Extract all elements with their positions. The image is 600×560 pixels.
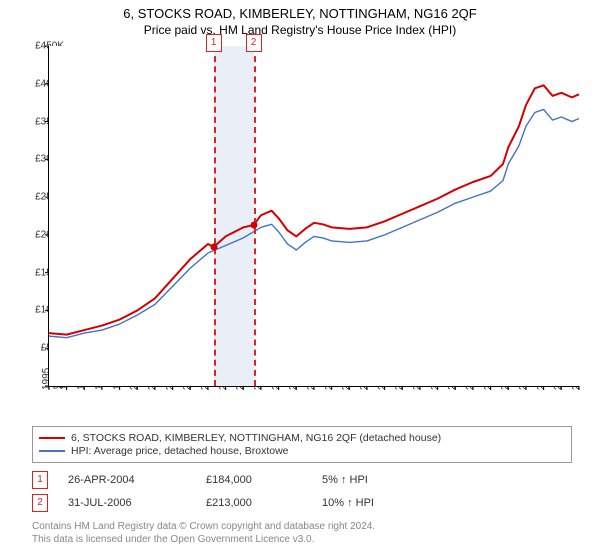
sale-row-price: £184,000: [206, 474, 322, 486]
sale-row-diff: 5% ↑ HPI: [322, 474, 368, 486]
chart-subtitle: Price paid vs. HM Land Registry's House …: [0, 21, 600, 37]
sale-row: 2 31-JUL-2006£213,00010% ↑ HPI: [32, 494, 572, 512]
sale-marker-line: [214, 46, 216, 386]
plot-area: 12: [48, 46, 579, 387]
footer-line-2: This data is licensed under the Open Gov…: [32, 533, 375, 546]
footer-line-1: Contains HM Land Registry data © Crown c…: [32, 520, 375, 533]
sale-price-dot: [250, 222, 257, 229]
sale-marker-line: [254, 46, 256, 386]
sale-row-date: 31-JUL-2006: [68, 497, 206, 509]
sale-row-date: 26-APR-2004: [68, 474, 206, 486]
legend-swatch-property: [39, 437, 65, 439]
sale-marker-box: 2: [246, 34, 262, 52]
sale-row-price: £213,000: [206, 497, 322, 509]
legend-swatch-hpi: [39, 450, 65, 452]
legend-item-hpi: HPI: Average price, detached house, Brox…: [39, 445, 565, 457]
legend: 6, STOCKS ROAD, KIMBERLEY, NOTTINGHAM, N…: [32, 426, 572, 463]
series-line-property: [49, 85, 579, 334]
chart-container: 6, STOCKS ROAD, KIMBERLEY, NOTTINGHAM, N…: [0, 0, 600, 560]
sale-price-dot: [210, 243, 217, 250]
legend-label-property: 6, STOCKS ROAD, KIMBERLEY, NOTTINGHAM, N…: [71, 432, 441, 444]
footer: Contains HM Land Registry data © Crown c…: [32, 520, 375, 546]
chart-title: 6, STOCKS ROAD, KIMBERLEY, NOTTINGHAM, N…: [0, 0, 600, 21]
sale-rows: 1 26-APR-2004£184,0005% ↑ HPI 2 31-JUL-2006…: [32, 466, 572, 517]
legend-item-property: 6, STOCKS ROAD, KIMBERLEY, NOTTINGHAM, N…: [39, 432, 565, 444]
sale-row-marker: 2: [32, 494, 48, 512]
sale-row: 1 26-APR-2004£184,0005% ↑ HPI: [32, 471, 572, 489]
sale-row-diff: 10% ↑ HPI: [322, 497, 374, 509]
sale-marker-box: 1: [206, 34, 222, 52]
legend-label-hpi: HPI: Average price, detached house, Brox…: [71, 445, 289, 457]
line-series-svg: [49, 46, 579, 386]
sale-row-marker: 1: [32, 471, 48, 489]
